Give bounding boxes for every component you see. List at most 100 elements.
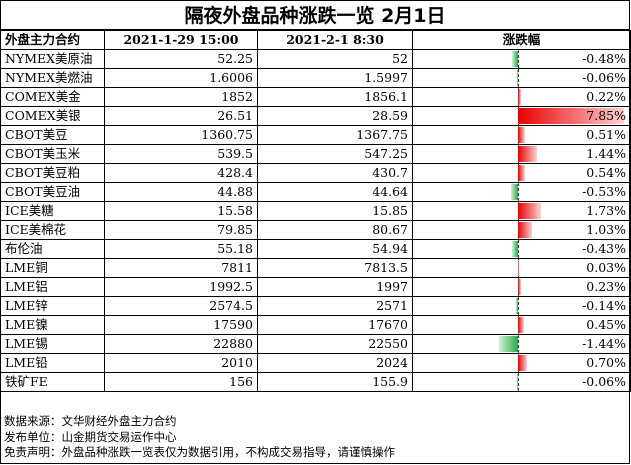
change-bar-up — [518, 203, 542, 219]
contract-name: LME镍 — [0, 315, 105, 335]
zero-axis-line — [518, 373, 519, 391]
table-row: ICE美棉花 79.85 80.67 1.03% — [0, 220, 631, 240]
change-cell: 0.03% — [412, 258, 631, 278]
contract-name: LME铜 — [0, 258, 105, 278]
price-date-1: 7811 — [104, 258, 258, 278]
price-date-1: 2010 — [104, 353, 258, 373]
change-bar-down — [512, 241, 518, 257]
price-date-1: 26.51 — [104, 106, 258, 126]
change-cell: 0.70% — [412, 353, 631, 373]
contract-name: COMEX美银 — [0, 106, 105, 126]
change-cell: 1.73% — [412, 201, 631, 221]
table-row: CBOT美玉米 539.5 547.25 1.44% — [0, 144, 631, 164]
footer-notes: 数据来源：文华财经外盘主力合约 发布单位：山金期货交易运作中心 免责声明：外盘品… — [4, 414, 624, 461]
change-cell: -0.14% — [412, 296, 631, 316]
contract-name: 布伦油 — [0, 239, 105, 259]
price-date-2: 80.67 — [257, 220, 413, 240]
change-percent: -0.06% — [582, 374, 626, 389]
contract-name: LME铅 — [0, 353, 105, 373]
price-date-1: 428.4 — [104, 163, 258, 183]
price-date-2: 2024 — [257, 353, 413, 373]
change-cell: 0.51% — [412, 125, 631, 145]
change-percent: 0.51% — [586, 127, 626, 142]
header-change: 涨跌幅 — [412, 30, 631, 50]
price-date-2: 15.85 — [257, 201, 413, 221]
price-date-2: 547.25 — [257, 144, 413, 164]
price-date-2: 44.64 — [257, 182, 413, 202]
zero-axis-line — [518, 240, 519, 258]
change-cell: -0.48% — [412, 49, 631, 69]
table-row: CBOT美豆油 44.88 44.64 -0.53% — [0, 182, 631, 202]
change-cell: -0.53% — [412, 182, 631, 202]
change-bar-down — [517, 374, 518, 390]
change-bar-down — [516, 298, 518, 314]
zero-axis-line — [518, 297, 519, 315]
price-date-2: 54.94 — [257, 239, 413, 259]
change-percent: -0.53% — [582, 184, 626, 199]
change-percent: 0.23% — [586, 279, 626, 294]
change-cell: -1.44% — [412, 334, 631, 354]
price-date-1: 15.58 — [104, 201, 258, 221]
contract-name: LME锡 — [0, 334, 105, 354]
page-title: 隔夜外盘品种涨跌一览 2月1日 — [0, 0, 630, 30]
change-percent: -0.43% — [582, 241, 626, 256]
change-bar-down — [517, 70, 518, 86]
zero-axis-line — [518, 183, 519, 201]
price-date-2: 1367.75 — [257, 125, 413, 145]
table-row: CBOT美豆 1360.75 1367.75 0.51% — [0, 125, 631, 145]
change-percent: -0.06% — [582, 70, 626, 85]
change-bar-up — [518, 279, 522, 295]
price-date-1: 1992.5 — [104, 277, 258, 297]
price-date-1: 44.88 — [104, 182, 258, 202]
change-percent: 0.22% — [586, 89, 626, 104]
change-bar-up — [518, 165, 526, 181]
table-row: COMEX美银 26.51 28.59 7.85% — [0, 106, 631, 126]
table-row: ICE美糖 15.58 15.85 1.73% — [0, 201, 631, 221]
price-date-2: 1997 — [257, 277, 413, 297]
contract-name: ICE美棉花 — [0, 220, 105, 240]
change-percent: -0.14% — [582, 298, 626, 313]
change-bar-down — [510, 184, 518, 200]
change-percent: -0.48% — [582, 51, 626, 66]
change-bar-up — [518, 222, 532, 238]
header-date-1: 2021-1-29 15:00 — [104, 30, 258, 50]
table-row: COMEX美金 1852 1856.1 0.22% — [0, 87, 631, 107]
change-bar-up — [518, 355, 528, 371]
price-date-2: 1.5997 — [257, 68, 413, 88]
price-date-1: 79.85 — [104, 220, 258, 240]
table-body: NYMEX美原油 52.25 52 -0.48% NYMEX美燃油 1.6006 1.599… — [0, 49, 631, 392]
contract-name: LME铝 — [0, 277, 105, 297]
zero-axis-line — [518, 50, 519, 68]
price-date-2: 1856.1 — [257, 87, 413, 107]
price-date-2: 155.9 — [257, 372, 413, 392]
change-cell: 0.23% — [412, 277, 631, 297]
price-date-2: 22550 — [257, 334, 413, 354]
change-bar-up — [518, 127, 525, 143]
contract-name: LME锌 — [0, 296, 105, 316]
table-row: NYMEX美原油 52.25 52 -0.48% — [0, 49, 631, 69]
footer-publisher: 发布单位：山金期货交易运作中心 — [4, 429, 177, 444]
table-row: NYMEX美燃油 1.6006 1.5997 -0.06% — [0, 68, 631, 88]
change-cell: 0.45% — [412, 315, 631, 335]
change-bar-down — [498, 336, 518, 352]
table-row: 铁矿FE 156 155.9 -0.06% — [0, 372, 631, 392]
change-percent: 0.03% — [586, 260, 626, 275]
change-cell: 1.44% — [412, 144, 631, 164]
contract-name: CBOT美豆油 — [0, 182, 105, 202]
table-row: CBOT美豆粕 428.4 430.7 0.54% — [0, 163, 631, 183]
change-cell: -0.06% — [412, 372, 631, 392]
table-header-row: 外盘主力合约 2021-1-29 15:00 2021-2-1 8:30 涨跌幅 — [0, 30, 631, 50]
change-percent: 7.85% — [586, 108, 626, 123]
price-date-2: 52 — [257, 49, 413, 69]
price-date-2: 2571 — [257, 296, 413, 316]
change-percent: 1.73% — [586, 203, 626, 218]
contract-name: CBOT美豆 — [0, 125, 105, 145]
change-cell: 7.85% — [412, 106, 631, 126]
change-bar-up — [518, 146, 538, 162]
change-bar-down — [511, 51, 518, 67]
price-date-2: 7813.5 — [257, 258, 413, 278]
price-date-1: 1.6006 — [104, 68, 258, 88]
contract-name: 铁矿FE — [0, 372, 105, 392]
table-row: LME铜 7811 7813.5 0.03% — [0, 258, 631, 278]
change-cell: -0.43% — [412, 239, 631, 259]
